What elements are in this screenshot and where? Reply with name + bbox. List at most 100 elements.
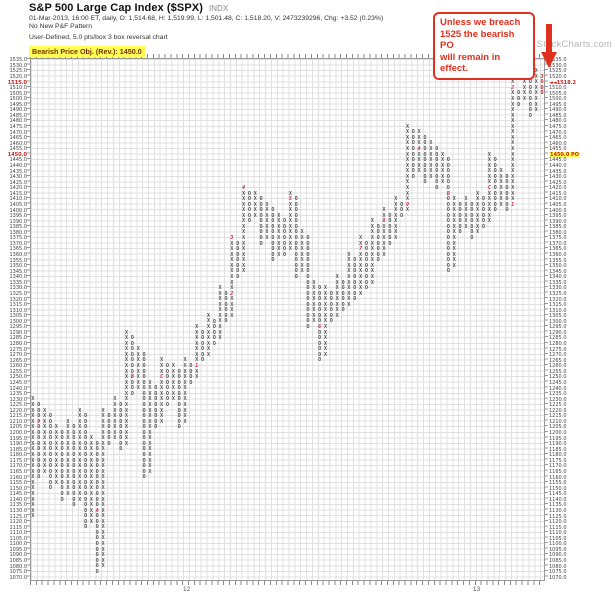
- y-axis-label-left: 1420.0: [9, 185, 28, 192]
- y-axis-label-right: 1435.0: [549, 168, 567, 175]
- y-axis-label-left: 1160.0: [9, 474, 28, 481]
- y-axis-label-left: 1335.0: [9, 279, 28, 286]
- y-axis-label-right: 1285.0: [549, 335, 567, 342]
- y-axis-label-left: 1185.0: [9, 446, 28, 453]
- y-axis-label-left: 1280.0: [9, 341, 28, 348]
- y-axis-label-left: 1290.0: [9, 329, 28, 336]
- pattern-line: No New P&F Pattern: [29, 23, 93, 30]
- y-axis-label-left: 1205.0: [9, 424, 28, 431]
- y-axis-label-right: 1095.0: [549, 546, 567, 553]
- y-axis-label-right: 1240.0: [549, 385, 567, 392]
- y-axis-label-right: 1380.0: [549, 229, 567, 236]
- y-axis-label-left: 1400.0: [9, 207, 28, 214]
- y-axis-label-right: 1530.0: [549, 62, 567, 69]
- y-axis-label-left: 1155.0: [9, 480, 28, 487]
- y-axis-label-right: 1075.0: [549, 569, 567, 576]
- y-axis-label-right: 1500.0: [549, 96, 567, 103]
- y-axis-label-left: 1495.0: [9, 101, 28, 108]
- y-axis-label-right: 1465.0: [549, 135, 567, 142]
- y-axis-label-right: 1495.0: [549, 101, 567, 108]
- y-axis-label-right: 1355.0: [549, 257, 567, 264]
- y-axis-label-left: 1110.0: [9, 530, 28, 537]
- y-axis-label-right: 1425.0: [549, 179, 567, 186]
- y-axis-label-right: 1335.0: [549, 279, 567, 286]
- y-axis-label-right: 1340.0: [549, 274, 567, 281]
- y-axis-label-right: 1210.0: [549, 418, 567, 425]
- y-axis-label-left: 1425.0: [9, 179, 28, 186]
- pnf-plot-area: [30, 58, 545, 581]
- y-axis-label-left: 1435.0: [9, 168, 28, 175]
- y-axis-label-right: 1205.0: [549, 424, 567, 431]
- top-ticks: [30, 54, 545, 58]
- y-axis-label-left: 1120.0: [9, 519, 28, 526]
- y-axis-label-right: 1070.0: [549, 574, 567, 581]
- y-axis-label-right: 1310.0: [549, 307, 567, 314]
- y-axis-label-right: 1415.0: [549, 190, 567, 197]
- y-axis-label-right: 1270.0: [549, 352, 567, 359]
- y-axis-label-right: 1525.0: [549, 68, 567, 75]
- y-axis-label-left: 1345.0: [9, 268, 28, 275]
- year-label: 12: [182, 586, 191, 593]
- y-axis-label-right: 1160.0: [549, 474, 567, 481]
- y-axis-label-left: 1145.0: [9, 491, 28, 498]
- symbol-title: S&P 500 Large Cap Index ($SPX): [29, 2, 203, 14]
- quote-line: 01-Mar-2013, 16:00 ET, daily, O: 1,514.6…: [29, 15, 384, 22]
- y-axis-label-left: 1490.0: [9, 107, 28, 114]
- y-axis-label-right: 1405.0: [549, 201, 567, 208]
- y-axis-label-left: 1225.0: [9, 402, 28, 409]
- y-axis-label-right: 1105.0: [549, 535, 567, 542]
- annotation-line: Unless we breach: [440, 17, 521, 28]
- y-axis-label-right: 1235.0: [549, 391, 567, 398]
- y-axis-label-left: 1300.0: [9, 318, 28, 325]
- y-axis-label-left: 1320.0: [9, 296, 28, 303]
- y-axis-label-left: 1340.0: [9, 274, 28, 281]
- y-axis-label-right: 1225.0: [549, 402, 567, 409]
- y-axis-label-left: 1135.0: [9, 502, 28, 509]
- y-axis-label-left: 1115.0: [9, 524, 28, 531]
- annotation-line: 1525 the bearish PO: [440, 28, 515, 52]
- y-axis-label-right: 1125.0: [549, 513, 567, 520]
- price-objective-marker: 1450.0 PO: [549, 151, 580, 158]
- y-axis-label-left: 1100.0: [9, 541, 28, 548]
- down-arrow-icon: [541, 24, 557, 68]
- y-axis-label-right: 1275.0: [549, 346, 567, 353]
- y-axis-label-right: 1370.0: [549, 240, 567, 247]
- y-axis-label-left: 1450.0: [7, 151, 27, 158]
- y-axis-label-right: 1255.0: [549, 368, 567, 375]
